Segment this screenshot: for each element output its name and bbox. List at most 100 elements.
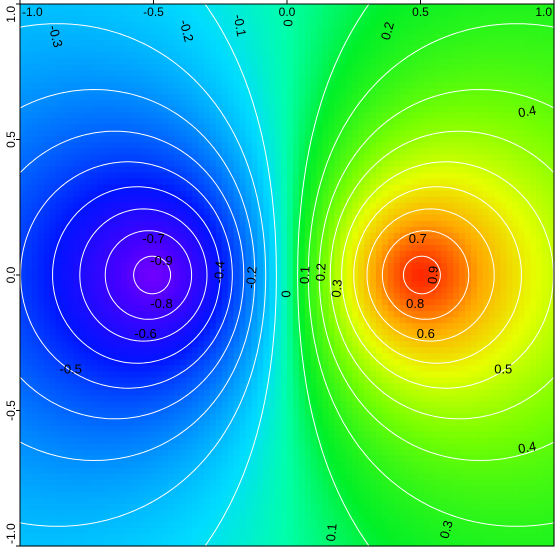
heatmap-cell (198, 491, 205, 499)
heatmap-cell (73, 437, 80, 445)
heatmap-cell (150, 353, 158, 360)
heatmap-cell (310, 359, 318, 366)
heatmap-cell (257, 443, 264, 451)
heatmap-cell (245, 142, 252, 150)
heatmap-cell (227, 244, 235, 252)
heatmap-cell (174, 232, 181, 240)
heatmap-cell (328, 491, 336, 499)
heatmap-cell (43, 371, 51, 378)
heatmap-cell (180, 497, 187, 505)
heatmap-cell (97, 40, 104, 47)
heatmap-cell (144, 503, 152, 511)
heatmap-cell (233, 311, 241, 318)
heatmap-cell (245, 34, 252, 41)
heatmap-cell (114, 118, 122, 126)
heatmap-cell (275, 449, 282, 457)
heatmap-cell (346, 10, 353, 17)
heatmap-cell (85, 527, 92, 535)
heatmap-cell (304, 220, 312, 228)
heatmap-cell (55, 34, 63, 41)
heatmap-cell (298, 94, 306, 101)
heatmap-cell (49, 250, 57, 258)
heatmap-cell (340, 515, 347, 523)
heatmap-cell (239, 509, 247, 517)
heatmap-cell (138, 268, 146, 276)
heatmap-cell (281, 395, 288, 403)
heatmap-cell (91, 431, 98, 439)
heatmap-cell (287, 329, 294, 336)
heatmap-cell (292, 533, 300, 541)
heatmap-cell (43, 431, 51, 439)
heatmap-cell (328, 136, 336, 144)
heatmap-cell (61, 539, 69, 547)
heatmap-cell (25, 395, 33, 403)
heatmap-cell (25, 232, 33, 240)
heatmap-cell (180, 40, 187, 47)
heatmap-cell (144, 461, 152, 469)
heatmap-cell (310, 226, 318, 234)
heatmap-cell (126, 106, 134, 113)
heatmap-cell (310, 112, 318, 120)
heatmap-cell (138, 521, 146, 529)
heatmap-cell (43, 521, 51, 529)
heatmap-cell (269, 202, 276, 210)
heatmap-cell (340, 52, 347, 59)
heatmap-cell (162, 395, 169, 403)
heatmap-cell (328, 425, 336, 433)
heatmap-cell (334, 40, 341, 47)
heatmap-cell (310, 371, 318, 378)
heatmap-cell (162, 34, 169, 41)
heatmap-cell (25, 377, 33, 384)
heatmap-cell (114, 46, 122, 53)
heatmap-cell (114, 22, 122, 29)
heatmap-cell (192, 503, 199, 511)
heatmap-cell (85, 329, 92, 336)
heatmap-cell (103, 82, 110, 89)
heatmap-cell (138, 196, 146, 204)
heatmap-cell (257, 407, 264, 415)
heatmap-cell (168, 371, 175, 378)
heatmap-cell (186, 34, 193, 41)
heatmap-cell (132, 40, 140, 47)
heatmap-cell (109, 281, 116, 288)
heatmap-cell (227, 275, 235, 282)
heatmap-cell (174, 112, 181, 120)
heatmap-cell (263, 515, 270, 523)
heatmap-cell (287, 275, 294, 282)
heatmap-cell (340, 58, 347, 65)
heatmap-cell (31, 34, 39, 41)
heatmap-cell (67, 359, 74, 366)
heatmap-cell (67, 232, 74, 240)
heatmap-cell (37, 202, 45, 210)
heatmap-cell (180, 437, 187, 445)
heatmap-cell (73, 148, 80, 156)
heatmap-cell (316, 281, 324, 288)
heatmap-cell (162, 275, 169, 282)
heatmap-cell (203, 317, 211, 324)
heatmap-cell (144, 341, 152, 348)
heatmap-cell (85, 521, 92, 529)
heatmap-cell (275, 353, 282, 360)
heatmap-cell (103, 365, 110, 372)
heatmap-cell (198, 256, 205, 264)
heatmap-cell (67, 335, 74, 342)
heatmap-cell (275, 22, 282, 29)
heatmap-cell (209, 491, 217, 499)
heatmap-cell (79, 509, 86, 517)
heatmap-cell (257, 437, 264, 445)
heatmap-cell (73, 443, 80, 451)
heatmap-cell (61, 287, 69, 294)
heatmap-cell (114, 527, 122, 535)
heatmap-cell (120, 293, 128, 300)
heatmap-cell (298, 317, 306, 324)
heatmap-cell (334, 244, 341, 252)
heatmap-cell (239, 347, 247, 354)
heatmap-cell (287, 491, 294, 499)
heatmap-cell (168, 341, 175, 348)
heatmap-cell (126, 232, 134, 240)
heatmap-cell (227, 347, 235, 354)
heatmap-cell (156, 539, 163, 547)
heatmap-cell (91, 473, 98, 481)
heatmap-cell (174, 377, 181, 384)
heatmap-cell (138, 323, 146, 330)
